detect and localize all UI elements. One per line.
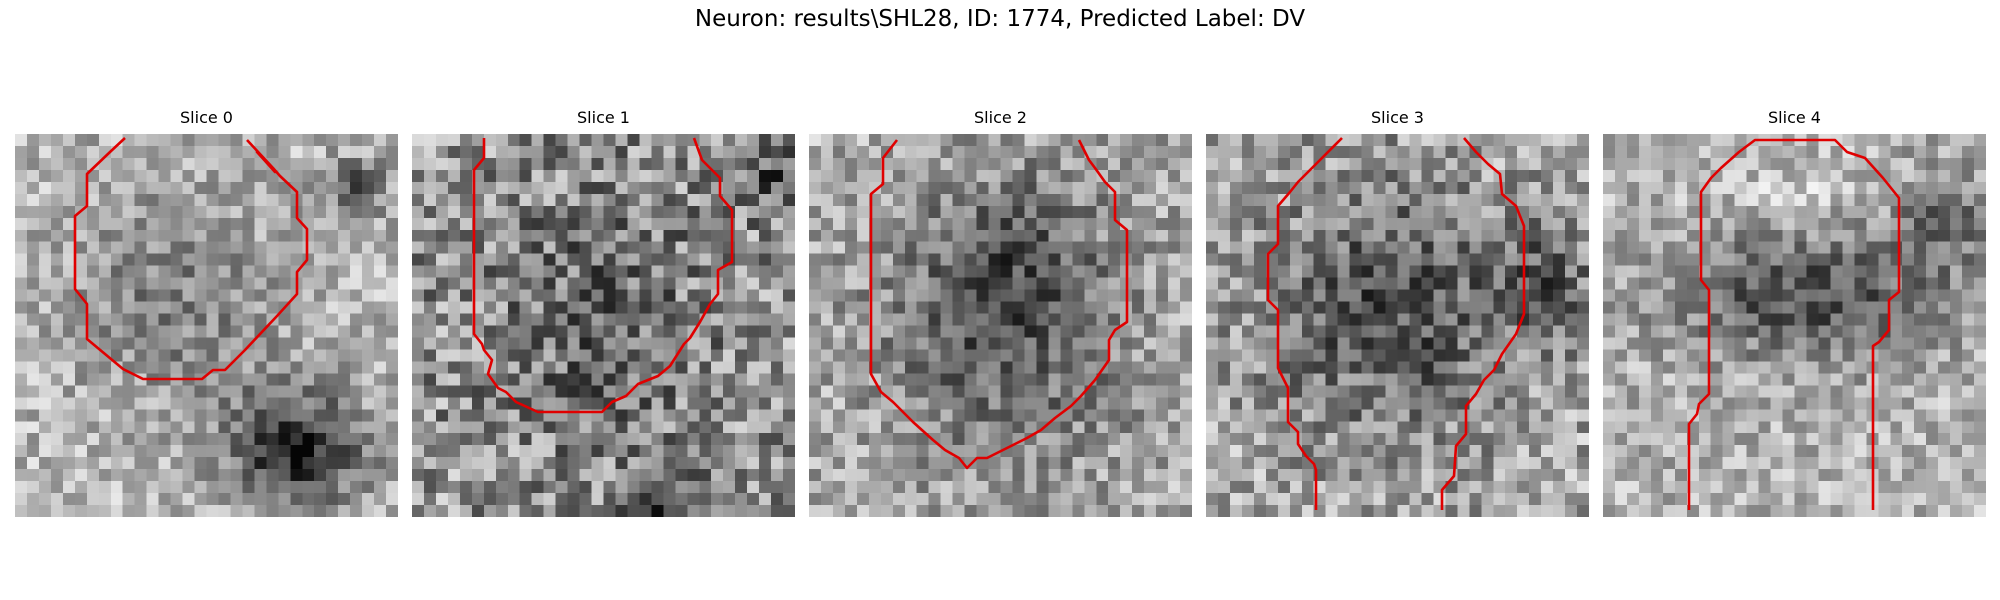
segmentation-contour [1266, 137, 1343, 510]
segmentation-contour [869, 139, 1129, 470]
slice-title-2: Slice 2 [974, 108, 1027, 127]
slice-title-0: Slice 0 [180, 108, 233, 127]
slice-contour-overlay-1 [472, 137, 734, 414]
slice-image-3 [1206, 134, 1589, 517]
slice-contour-overlay-2 [869, 139, 1129, 470]
segmentation-contour [472, 137, 734, 414]
slice-image-1 [412, 134, 795, 517]
segmentation-contour [73, 137, 309, 381]
slice-image-0 [15, 134, 398, 517]
slice-title-4: Slice 4 [1768, 108, 1821, 127]
slice-image-4 [1603, 134, 1986, 517]
figure-title: Neuron: results\SHL28, ID: 1774, Predict… [694, 6, 1306, 32]
slice-contour-overlay-4 [1687, 138, 1901, 510]
slice-image-2 [809, 134, 1192, 517]
slice-contour-overlay-0 [73, 137, 309, 381]
slice-contour-overlay-3 [1266, 137, 1526, 510]
slice-title-3: Slice 3 [1371, 108, 1424, 127]
segmentation-contour [1440, 137, 1526, 510]
slice-title-1: Slice 1 [577, 108, 630, 127]
segmentation-contour [1687, 138, 1901, 510]
